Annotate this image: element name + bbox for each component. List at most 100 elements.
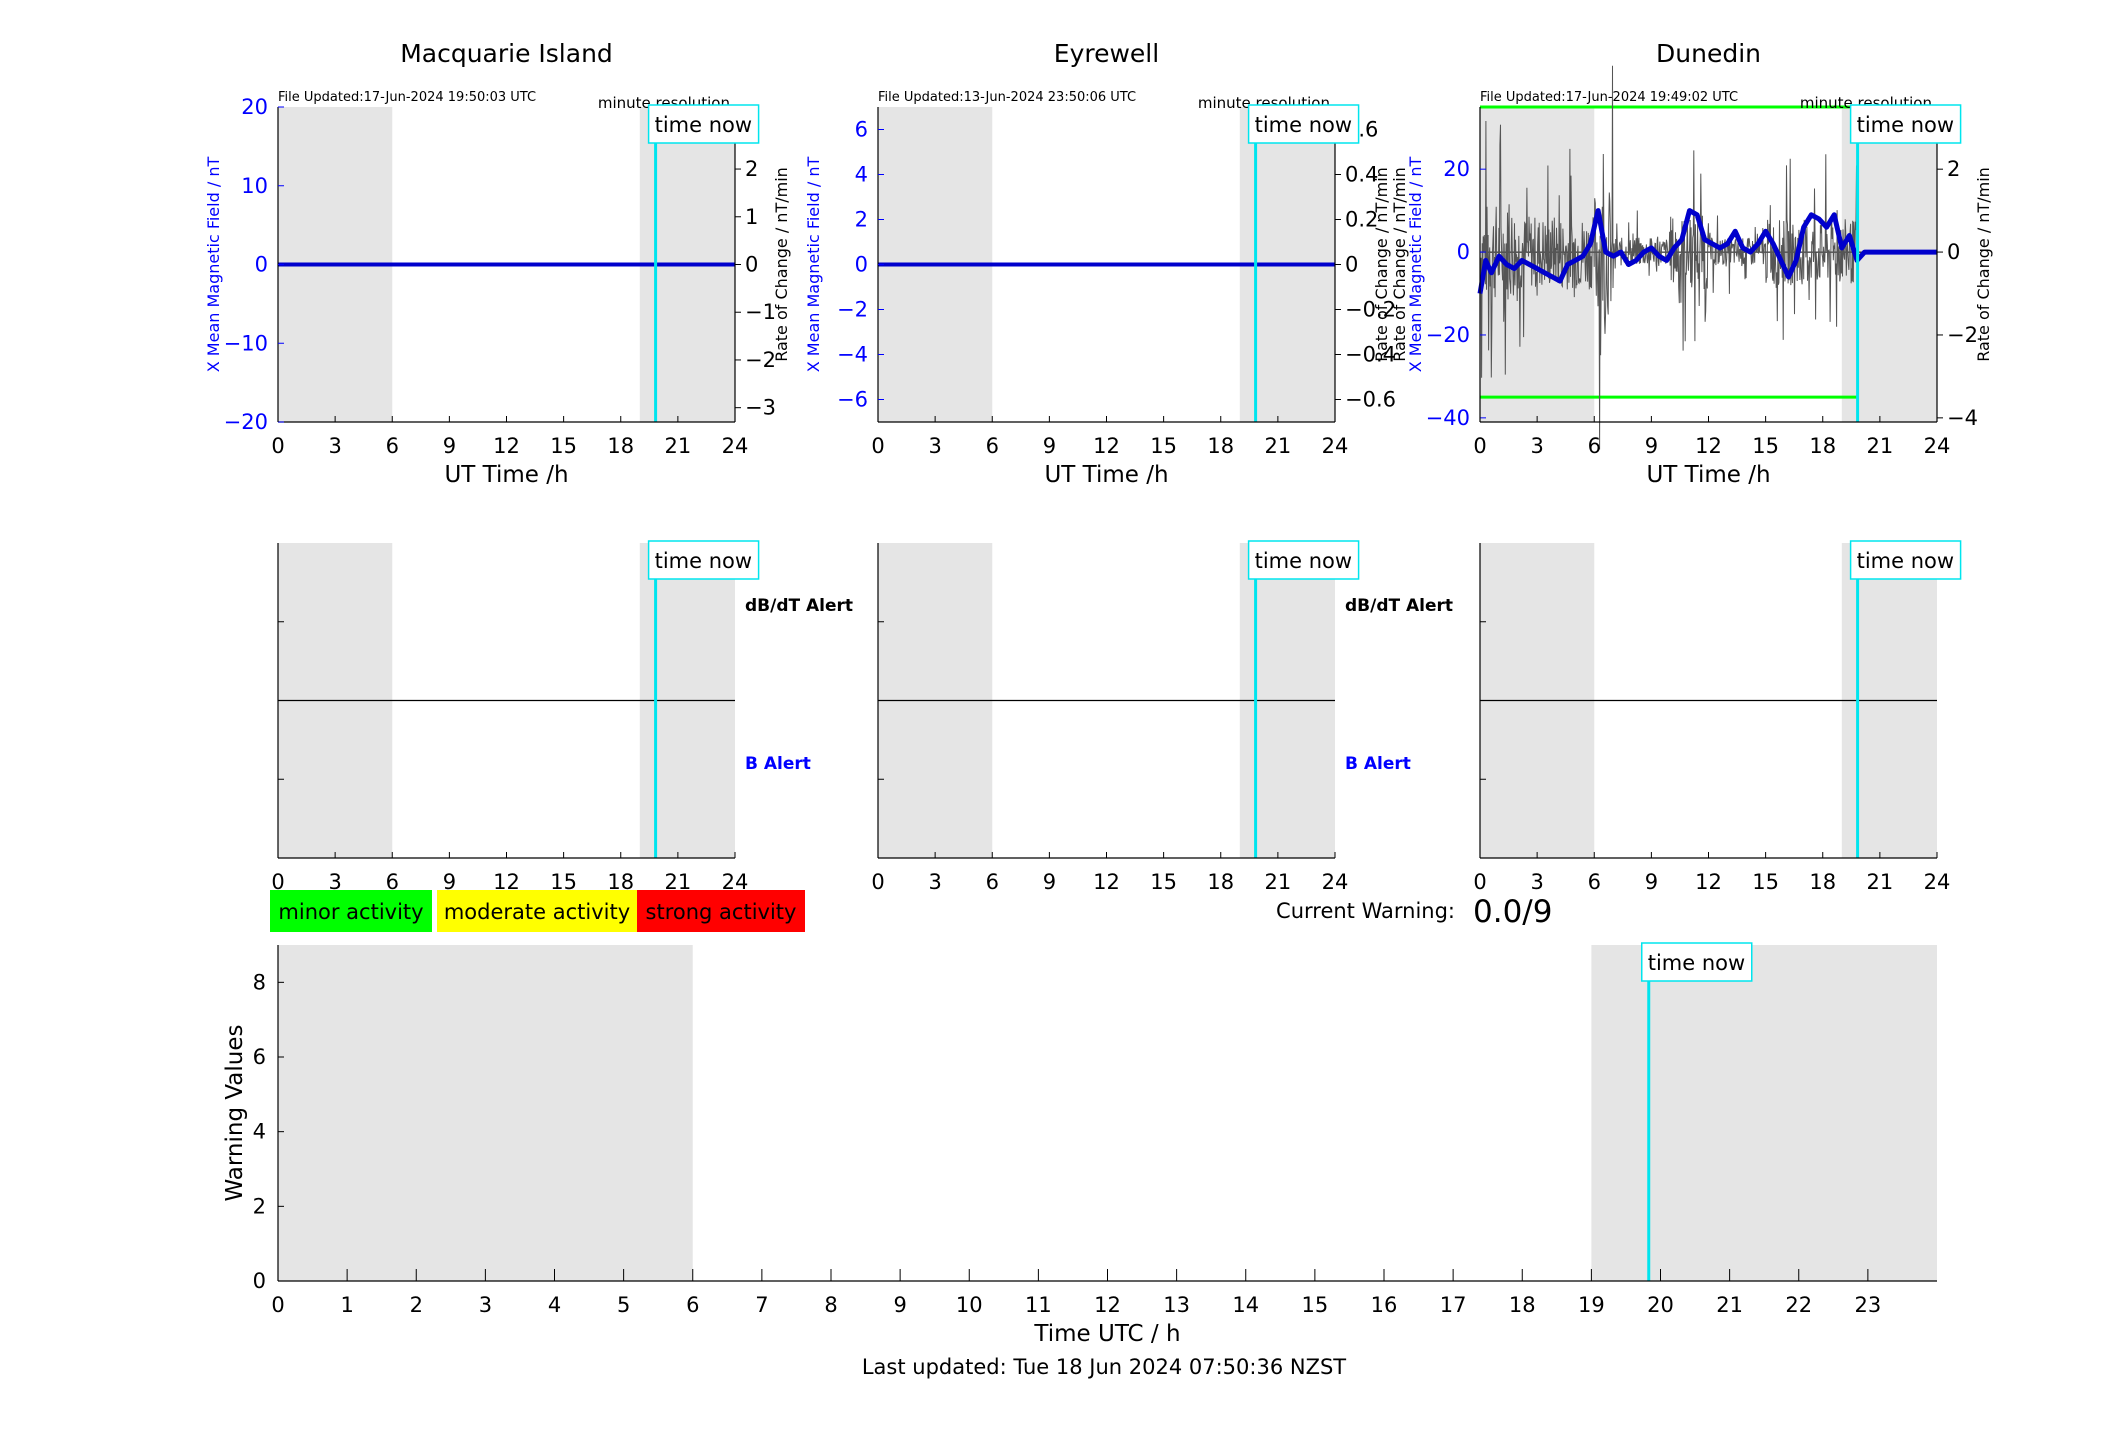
x-tick-label-6: 18 — [1207, 870, 1234, 894]
x-tick-label-3: 9 — [443, 870, 456, 894]
left-axis-label: X Mean Magnetic Field / nT — [804, 157, 823, 373]
x-tick-label-8: 24 — [1322, 434, 1349, 458]
legend-moderate-swatch — [437, 890, 637, 932]
x-tick-label-3: 9 — [1043, 870, 1056, 894]
night-shade-0 — [278, 945, 693, 1281]
x-tick-label-9: 9 — [893, 1293, 906, 1317]
x-tick-label-5: 15 — [1752, 870, 1779, 894]
x-tick-label-1: 3 — [1530, 870, 1543, 894]
night-shade-1 — [1841, 107, 1937, 422]
x-tick-label-0: 0 — [1473, 434, 1486, 458]
x-tick-label-2: 6 — [986, 434, 999, 458]
right-tick-label-3: 0 — [745, 253, 758, 277]
x-tick-label-6: 18 — [1207, 434, 1234, 458]
time-now-label: time now — [1857, 113, 1954, 137]
x-tick-label-19: 19 — [1578, 1293, 1605, 1317]
time-now-box — [1247, 540, 1360, 580]
legend-moderate-label: moderate activity — [444, 900, 630, 924]
x-tick-label-0: 0 — [271, 870, 284, 894]
legend-strong-label: strong activity — [646, 900, 797, 924]
station-title: Eyrewell — [1054, 39, 1159, 68]
x-tick-label-4: 12 — [1093, 434, 1120, 458]
dbdt-alert-label: dB/dT Alert — [1345, 596, 1453, 616]
x-tick-label-6: 18 — [607, 434, 634, 458]
station-title: Dunedin — [1656, 39, 1761, 68]
x-tick-label-4: 12 — [493, 434, 520, 458]
x-tick-label-11: 11 — [1025, 1293, 1052, 1317]
x-tick-label-1: 3 — [328, 870, 341, 894]
x-tick-label-7: 21 — [1867, 870, 1894, 894]
left-tick-label-0: −40 — [1426, 406, 1470, 430]
right-tick-label-5: 0.4 — [1345, 163, 1378, 187]
dbdt-alert-label: dB/dT Alert — [745, 596, 853, 616]
x-axis-label: UT Time /h — [1044, 462, 1168, 488]
legend-minor-label: minor activity — [278, 900, 423, 924]
time-now-box — [1640, 942, 1753, 982]
right-tick-label-0: −3 — [745, 396, 776, 420]
x-tick-label-5: 15 — [1752, 434, 1779, 458]
field-series-line-0 — [1477, 208, 1937, 294]
right-tick-label-4: 1 — [745, 205, 758, 229]
right-tick-label-3: 0 — [1345, 253, 1358, 277]
right-tick-label-0: −4 — [1947, 406, 1978, 430]
b-alert-label: B Alert — [1345, 754, 1411, 774]
right-tick-label-1: −2 — [1947, 323, 1978, 347]
right-tick-label-2: −0.2 — [1345, 298, 1396, 322]
y-tick-label-1: 2 — [253, 1194, 266, 1218]
x-tick-label-7: 21 — [665, 434, 692, 458]
x-tick-label-1: 3 — [1530, 434, 1543, 458]
macquarie-field-panel: −20−1001020−3−2−1012303691215182124Macqu… — [204, 39, 791, 488]
left-tick-label-3: 20 — [1443, 157, 1470, 181]
current-warning-value: 0.0/9 — [1473, 894, 1552, 930]
x-tick-label-1: 3 — [928, 870, 941, 894]
x-tick-label-18: 18 — [1509, 1293, 1536, 1317]
x-tick-label-7: 21 — [1867, 434, 1894, 458]
legend-strong-swatch — [637, 890, 805, 932]
y-tick-label-2: 4 — [253, 1120, 266, 1144]
x-tick-label-0: 0 — [871, 870, 884, 894]
time-now-label: time now — [655, 113, 752, 137]
station-title: Macquarie Island — [400, 39, 613, 68]
right-tick-label-1: −0.4 — [1345, 343, 1396, 367]
x-tick-label-2: 6 — [1588, 870, 1601, 894]
right-tick-label-2: 0 — [1947, 240, 1960, 264]
x-tick-label-8: 24 — [1924, 870, 1951, 894]
x-tick-label-16: 16 — [1371, 1293, 1398, 1317]
x-tick-label-8: 24 — [1322, 870, 1349, 894]
x-tick-label-3: 9 — [1043, 434, 1056, 458]
x-tick-label-1: 1 — [340, 1293, 353, 1317]
right-tick-label-4: 0.2 — [1345, 208, 1378, 232]
time-now-box — [1247, 104, 1360, 144]
right-tick-label-1: −2 — [745, 348, 776, 372]
night-shade-1 — [1591, 945, 1937, 1281]
x-tick-label-5: 15 — [550, 434, 577, 458]
y-tick-label-4: 8 — [253, 970, 266, 994]
x-tick-label-10: 10 — [956, 1293, 983, 1317]
overlap-axis-label: Rate of Change / nT/min — [1390, 167, 1409, 362]
x-tick-label-4: 12 — [1695, 434, 1722, 458]
x-tick-label-8: 8 — [824, 1293, 837, 1317]
time-now-box — [647, 104, 760, 144]
x-tick-label-15: 15 — [1302, 1293, 1329, 1317]
x-tick-label-14: 14 — [1232, 1293, 1259, 1317]
file-updated-label: File Updated:13-Jun-2024 23:50:06 UTC — [878, 90, 1136, 105]
time-now-box — [647, 540, 760, 580]
x-tick-label-0: 0 — [1473, 870, 1486, 894]
x-tick-label-2: 6 — [986, 870, 999, 894]
time-now-label: time now — [655, 549, 752, 573]
left-tick-label-3: 10 — [241, 174, 268, 198]
x-tick-label-5: 15 — [1150, 434, 1177, 458]
x-tick-label-2: 6 — [1588, 434, 1601, 458]
legend-minor-swatch — [270, 890, 432, 932]
x-tick-label-13: 13 — [1163, 1293, 1190, 1317]
left-axis-label: X Mean Magnetic Field / nT — [1406, 157, 1425, 373]
x-tick-label-4: 12 — [1695, 870, 1722, 894]
x-tick-label-8: 24 — [1924, 434, 1951, 458]
left-tick-label-2: 0 — [1457, 240, 1470, 264]
x-tick-label-23: 23 — [1855, 1293, 1882, 1317]
x-tick-label-12: 12 — [1094, 1293, 1121, 1317]
